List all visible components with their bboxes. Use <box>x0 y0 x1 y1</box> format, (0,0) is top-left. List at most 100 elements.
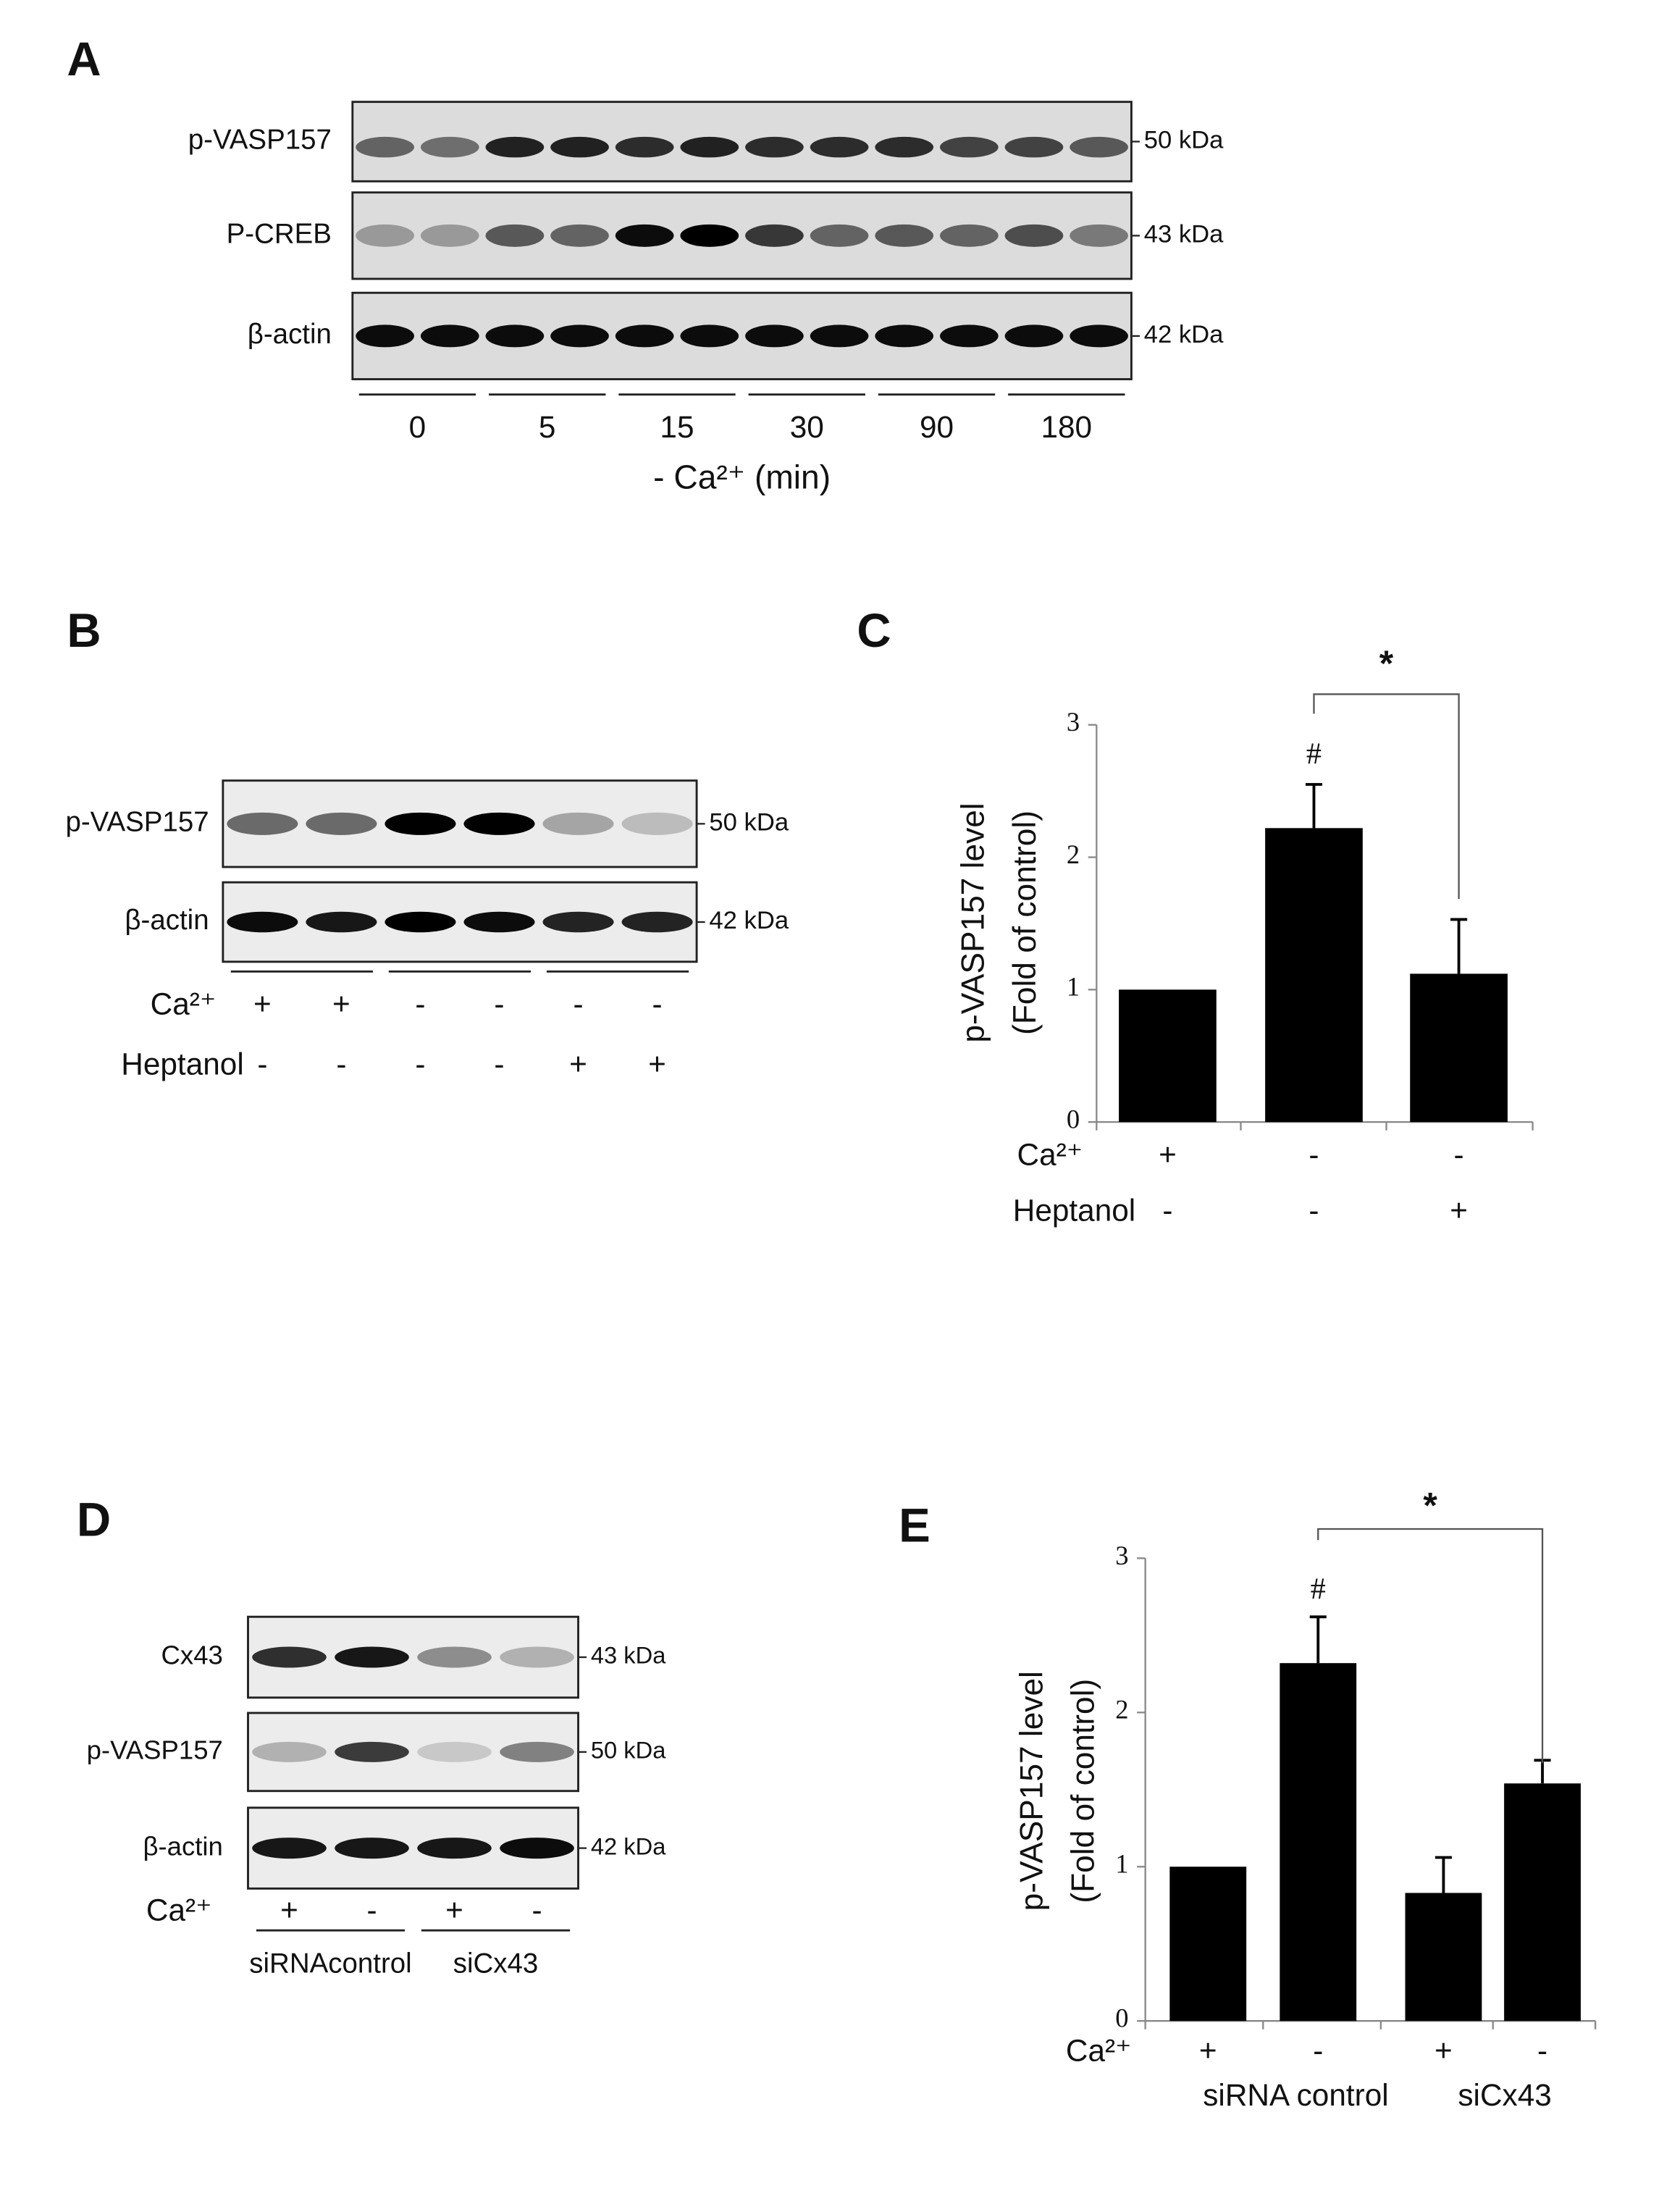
condition-name: Ca²⁺ <box>1066 2034 1132 2068</box>
row-label: p-VASP157 <box>65 807 209 838</box>
condition-sign: - <box>1308 1193 1319 1227</box>
y-axis-label: (Fold of control) <box>1007 810 1043 1035</box>
y-tick-label: 2 <box>1067 839 1080 869</box>
blot-band <box>621 911 693 933</box>
y-axis-label: p-VASP157 level <box>1014 1671 1049 1911</box>
x-axis-label: - Ca²⁺ (min) <box>653 458 831 495</box>
condition-sign: - <box>366 1893 377 1927</box>
blot-band <box>1070 136 1128 158</box>
blot-band <box>417 1741 492 1762</box>
error-bar <box>1434 1856 1452 1893</box>
blot-band <box>356 136 414 158</box>
blot-band <box>420 324 479 348</box>
timepoint-label: 0 <box>409 410 427 444</box>
bar <box>1504 1783 1581 2022</box>
blot-band <box>417 1646 492 1668</box>
blot-band <box>227 812 298 835</box>
size-label: 42 kDa <box>709 907 789 934</box>
condition-sign: + <box>445 1893 463 1927</box>
bar <box>1410 973 1508 1123</box>
blot-band <box>875 224 934 247</box>
significance-hash: # <box>1311 1572 1326 1606</box>
y-tick-label: 2 <box>1115 1695 1128 1725</box>
error-bar <box>1450 918 1468 974</box>
blot-band <box>252 1646 327 1668</box>
group-label: siRNAcontrol <box>249 1948 411 1979</box>
y-tick-label: 0 <box>1115 2003 1128 2033</box>
blot-band <box>227 911 298 933</box>
condition-sign: - <box>1162 1193 1172 1227</box>
group-label: siCx43 <box>1458 2078 1551 2112</box>
panel-label: E <box>899 1499 930 1551</box>
condition-sign: - <box>573 987 583 1021</box>
blot-band <box>550 136 609 158</box>
y-tick-label: 1 <box>1115 1849 1128 1879</box>
bar <box>1169 1867 1247 2022</box>
blot-band <box>810 136 869 158</box>
blot-band <box>500 1646 574 1668</box>
significance-bracket <box>1313 693 1460 900</box>
blot-band <box>463 911 535 933</box>
timepoint-label: 90 <box>920 410 954 444</box>
group-label: siCx43 <box>453 1948 539 1979</box>
size-label: 42 kDa <box>591 1832 666 1859</box>
blot-band <box>252 1741 327 1762</box>
y-axis-label: (Fold of control) <box>1066 1679 1101 1903</box>
condition-name: Ca²⁺ <box>151 987 217 1021</box>
blot-panel <box>351 191 1133 280</box>
condition-sign: - <box>1454 1137 1464 1171</box>
y-tick-label: 0 <box>1067 1105 1080 1134</box>
blot-band <box>810 224 869 247</box>
blot-band <box>485 324 545 348</box>
blot-band <box>500 1741 574 1762</box>
condition-sign: + <box>569 1047 587 1081</box>
blot-panel <box>351 291 1133 380</box>
size-label: 43 kDa <box>1144 220 1224 248</box>
blot-band <box>356 224 414 247</box>
blot-band <box>485 224 545 247</box>
condition-sign: - <box>336 1047 346 1081</box>
blot-band <box>335 1838 409 1859</box>
blot-band <box>550 224 609 247</box>
condition-sign: - <box>415 1047 425 1081</box>
error-bar <box>1305 783 1323 829</box>
blot-band <box>542 812 614 835</box>
bar <box>1265 828 1363 1123</box>
blot-band <box>875 324 934 348</box>
significance-bracket <box>1317 1528 1544 1764</box>
blot-band <box>680 136 739 158</box>
y-tick-label: 1 <box>1067 972 1080 1002</box>
error-bar <box>1309 1615 1327 1664</box>
row-label: β-actin <box>125 905 209 936</box>
blot-band <box>252 1838 327 1859</box>
blot-band <box>306 911 377 933</box>
condition-sign: - <box>1308 1137 1319 1171</box>
row-label: p-VASP157 <box>87 1735 223 1765</box>
blot-band <box>615 136 674 158</box>
blot-band <box>810 324 869 348</box>
blot-band <box>875 136 934 158</box>
blot-band <box>485 136 545 158</box>
panel-label: C <box>857 604 891 657</box>
blot-band <box>385 911 456 933</box>
blot-band <box>500 1838 574 1859</box>
condition-sign: - <box>652 987 663 1021</box>
blot-band <box>420 224 479 247</box>
row-label: P-CREB <box>227 219 332 250</box>
condition-sign: + <box>332 987 350 1021</box>
blot-band <box>940 136 999 158</box>
blot-band <box>615 324 674 348</box>
blot-band <box>1070 324 1128 348</box>
row-label: β-actin <box>143 1831 222 1861</box>
y-axis-label: p-VASP157 level <box>956 803 991 1042</box>
blot-band <box>1070 224 1128 247</box>
blot-band <box>385 812 456 835</box>
panel-label: B <box>67 604 101 657</box>
blot-band <box>1004 136 1064 158</box>
panel-label: A <box>67 33 101 85</box>
blot-band <box>745 224 804 247</box>
blot-band <box>306 812 377 835</box>
group-label: siRNA control <box>1203 2078 1388 2112</box>
